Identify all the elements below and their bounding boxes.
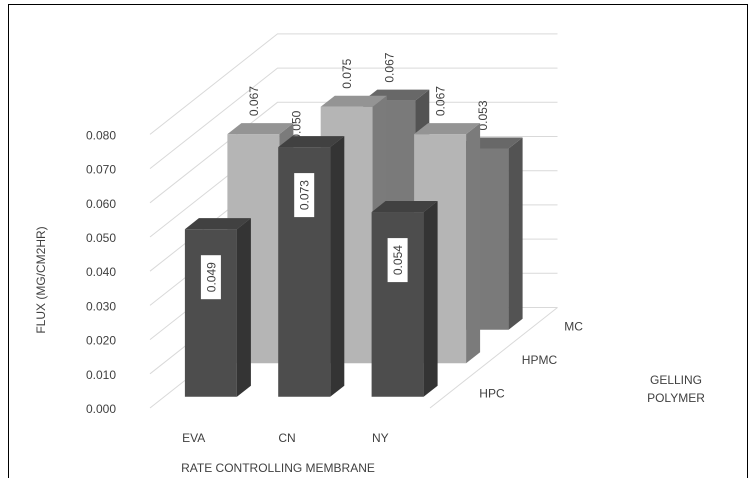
- y-tick-label: 0.020: [86, 334, 116, 348]
- y-tick-label: 0.060: [86, 197, 116, 211]
- depth-tick-label: HPC: [479, 386, 505, 400]
- data-label: 0.053: [476, 100, 490, 130]
- data-label: 0.073: [298, 180, 312, 210]
- data-label-box: [387, 238, 408, 283]
- gridline: [149, 67, 558, 169]
- data-label: 0.054: [391, 245, 405, 275]
- gridline: [149, 101, 558, 204]
- y-tick-label: 0.000: [86, 402, 116, 416]
- bar-side-face: [330, 136, 345, 397]
- y-tick-label: 0.050: [86, 231, 116, 245]
- bars: 0.0500.0670.0530.0670.0750.0670.0490.073…: [184, 52, 523, 397]
- gridline: [149, 33, 558, 135]
- x-axis-ticks: EVA CN NY: [182, 431, 388, 445]
- bar-top-face: [371, 201, 438, 213]
- depth-axis-ticks: HPC HPMC MC: [479, 319, 583, 400]
- y-axis-title: FLUX (MG/CM2HR): [34, 226, 48, 333]
- y-tick-label: 0.010: [86, 368, 116, 382]
- y-tick-label: 0.070: [86, 163, 116, 177]
- bar-top-face: [278, 136, 345, 148]
- x-tick-label: EVA: [182, 431, 205, 445]
- bar-front-face: [278, 147, 331, 397]
- data-label: 0.049: [204, 262, 218, 292]
- data-label: 0.067: [434, 86, 448, 116]
- bar: 0.073: [278, 136, 345, 397]
- bar-front-face: [371, 212, 424, 397]
- y-tick-label: 0.040: [86, 265, 116, 279]
- bar-top-face: [184, 218, 251, 230]
- x-tick-label: CN: [278, 431, 295, 445]
- y-tick-label: 0.080: [86, 128, 116, 142]
- data-label-box: [200, 255, 221, 300]
- x-tick-label: NY: [372, 431, 389, 445]
- bar: 0.054: [371, 201, 438, 397]
- bar-top-face: [320, 95, 387, 107]
- y-tick-label: 0.030: [86, 299, 116, 313]
- data-label: 0.067: [383, 52, 397, 82]
- depth-axis-title: GELLING POLYMER: [647, 373, 705, 405]
- bar-side-face: [466, 123, 481, 364]
- data-label-box: [294, 173, 315, 218]
- bar-side-face: [423, 201, 438, 397]
- y-axis-ticks: 0.000 0.010 0.020 0.030 0.040 0.050 0.060 0.070…: [86, 128, 116, 416]
- bar-front-face: [184, 229, 237, 397]
- data-label: 0.067: [247, 86, 261, 116]
- bar-top-face: [227, 123, 294, 135]
- bar-side-face: [508, 137, 523, 330]
- data-label: 0.075: [340, 58, 354, 88]
- bar-side-face: [236, 218, 251, 397]
- floor-edge: [429, 307, 558, 409]
- bar: 0.049: [184, 218, 251, 397]
- depth-tick-label: HPMC: [522, 353, 558, 367]
- depth-tick-label: MC: [564, 319, 583, 333]
- bar-top-face: [414, 123, 481, 135]
- x-axis-title: RATE CONTROLLING MEMBRANE: [181, 461, 375, 475]
